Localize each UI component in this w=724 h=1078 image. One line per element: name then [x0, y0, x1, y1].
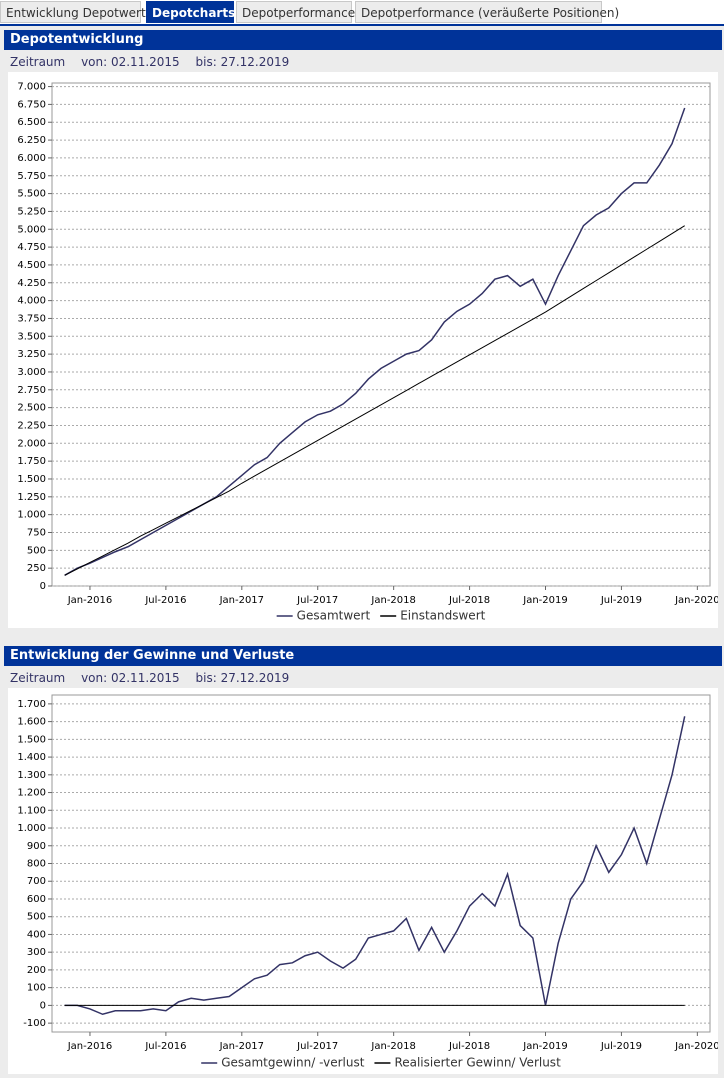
y-tick-label: 1.750	[17, 456, 46, 467]
y-tick-label: 500	[27, 545, 46, 556]
x-tick-label: Jul-2017	[296, 1041, 338, 1052]
x-tick-label: Jan-2020	[674, 1041, 718, 1052]
section-title: Entwicklung der Gewinne und Verluste	[4, 646, 722, 666]
y-tick-label: 5.750	[17, 171, 46, 182]
legend-label: Einstandswert	[400, 609, 485, 623]
period-from: von: 02.11.2015	[81, 671, 180, 685]
y-tick-label: 1.200	[17, 788, 46, 799]
y-tick-label: 750	[27, 527, 46, 538]
tab[interactable]: Depotperformance	[236, 1, 355, 23]
tab[interactable]: Depotperformance (veräußerte Positionen)	[355, 1, 619, 23]
y-tick-label: 100	[27, 983, 46, 994]
x-tick-label: Jan-2017	[219, 595, 264, 606]
legend-label: Gesamtwert	[297, 609, 371, 623]
y-tick-label: 4.500	[17, 260, 46, 271]
y-tick-label: 1.300	[17, 770, 46, 781]
y-tick-label: 2.000	[17, 438, 46, 449]
tab-bar: Entwicklung Depotwerte Depotcharts Depot…	[0, 0, 724, 26]
period: Zeitraum von: 02.11.2015 bis: 27.12.2019	[10, 671, 301, 685]
y-tick-label: 1.700	[17, 699, 46, 710]
y-tick-label: 1.100	[17, 805, 46, 816]
y-tick-label: 0	[40, 1000, 46, 1011]
x-tick-label: Jan-2019	[522, 1041, 567, 1052]
x-tick-label: Jul-2016	[144, 1041, 186, 1052]
y-tick-label: 900	[27, 841, 46, 852]
period-to: bis: 27.12.2019	[195, 671, 290, 685]
y-tick-label: 2.750	[17, 385, 46, 396]
y-tick-label: 6.250	[17, 135, 46, 146]
period-label: Zeitraum	[10, 671, 66, 685]
chart-panel: 0 250 500 750 1.000 1.250 1.500 1.750 2.000 2.250…	[8, 72, 720, 628]
chart: 0 250 500 750 1.000 1.250 1.500 1.750 2.000 2.250…	[17, 82, 719, 623]
tab[interactable]: Entwicklung Depotwerte	[0, 1, 153, 23]
y-tick-label: 300	[27, 947, 46, 958]
y-tick-label: 3.000	[17, 367, 46, 378]
y-tick-label: 800	[27, 859, 46, 870]
x-tick-label: Jul-2017	[296, 595, 338, 606]
period-label: Zeitraum	[10, 55, 66, 69]
x-tick-label: Jan-2016	[67, 595, 112, 606]
y-tick-label: 1.500	[17, 734, 46, 745]
x-tick-label: Jul-2018	[448, 1041, 490, 1052]
section-title: Depotentwicklung	[4, 30, 722, 50]
y-tick-label: 3.250	[17, 349, 46, 360]
y-tick-label: 6.500	[17, 117, 46, 128]
y-tick-label: 5.500	[17, 189, 46, 200]
x-tick-label: Jan-2018	[370, 1041, 415, 1052]
plot-area	[51, 82, 711, 587]
y-tick-label: 1.000	[17, 510, 46, 521]
y-tick-label: 2.250	[17, 420, 46, 431]
series-line	[64, 225, 685, 576]
y-tick-label: 5.250	[17, 206, 46, 217]
y-tick-label: 700	[27, 876, 46, 887]
legend-label: Realisierter Gewinn/ Verlust	[394, 1056, 561, 1070]
y-tick-label: 2.500	[17, 403, 46, 414]
x-tick-label: Jan-2020	[674, 595, 718, 606]
x-tick-label: Jul-2019	[600, 595, 642, 606]
x-tick-label: Jan-2019	[522, 595, 567, 606]
y-tick-label: -100	[23, 1018, 46, 1029]
x-tick-label: Jul-2018	[448, 595, 490, 606]
period: Zeitraum von: 02.11.2015 bis: 27.12.2019	[10, 55, 301, 69]
x-tick-label: Jan-2017	[219, 1041, 264, 1052]
y-tick-label: 4.000	[17, 296, 46, 307]
period-to: bis: 27.12.2019	[195, 55, 290, 69]
y-tick-label: 1.600	[17, 717, 46, 728]
y-tick-label: 6.750	[17, 99, 46, 110]
y-tick-label: 1.000	[17, 823, 46, 834]
y-tick-label: 400	[27, 929, 46, 940]
x-tick-label: Jan-2016	[67, 1041, 112, 1052]
y-tick-label: 600	[27, 894, 46, 905]
y-tick-label: 500	[27, 912, 46, 923]
y-tick-label: 0	[40, 581, 46, 592]
y-tick-label: 4.250	[17, 278, 46, 289]
legend-label: Gesamtgewinn/ -verlust	[221, 1056, 365, 1070]
series-line	[64, 716, 686, 1016]
y-tick-label: 5.000	[17, 224, 46, 235]
y-tick-label: 250	[27, 563, 46, 574]
chart-panel: -100 0 100 200 300 400 500 600 700 800 900 1.000 1.1…	[8, 688, 720, 1074]
y-tick-label: 1.400	[17, 752, 46, 763]
y-tick-label: 1.250	[17, 492, 46, 503]
x-tick-label: Jul-2019	[600, 1041, 642, 1052]
tab[interactable]: Depotcharts	[146, 1, 235, 23]
x-tick-label: Jul-2016	[144, 595, 186, 606]
y-tick-label: 1.500	[17, 474, 46, 485]
series-line	[64, 107, 686, 576]
y-tick-label: 3.750	[17, 313, 46, 324]
y-tick-label: 200	[27, 965, 46, 976]
y-tick-label: 4.750	[17, 242, 46, 253]
y-tick-label: 3.500	[17, 331, 46, 342]
y-tick-label: 6.000	[17, 153, 46, 164]
period-from: von: 02.11.2015	[81, 55, 180, 69]
chart: -100 0 100 200 300 400 500 600 700 800 900 1.000 1.1…	[17, 694, 720, 1070]
x-tick-label: Jan-2018	[370, 595, 415, 606]
y-tick-label: 7.000	[17, 82, 46, 93]
